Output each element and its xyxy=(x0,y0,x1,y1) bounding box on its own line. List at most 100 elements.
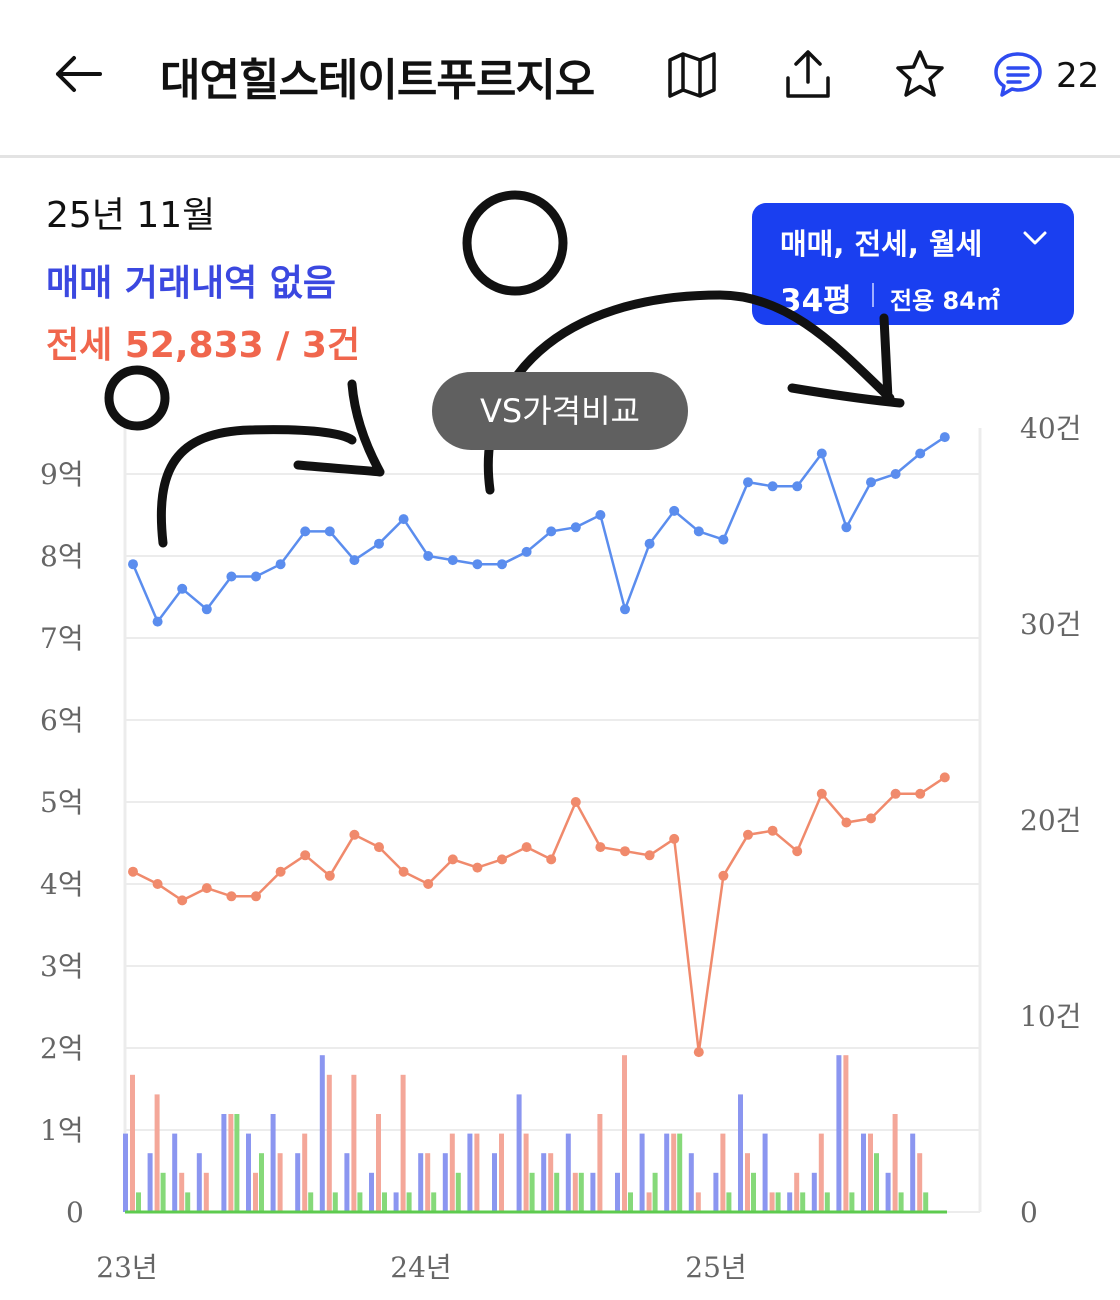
star-icon[interactable] xyxy=(894,48,946,100)
area-label: 전용 84㎡ xyxy=(890,287,1000,315)
data-point xyxy=(128,559,138,570)
trade-types-label: 매매, 전세, 월세 xyxy=(780,227,983,261)
data-point xyxy=(447,854,458,865)
volume-bar xyxy=(523,1133,529,1212)
data-point xyxy=(128,866,138,877)
volume-bar xyxy=(892,1114,898,1212)
y2-tick-label: 10건 xyxy=(1020,1000,1081,1033)
volume-bar xyxy=(751,1172,756,1212)
volume-bar xyxy=(818,1133,824,1212)
x-tick-label: 24년 xyxy=(390,1251,451,1284)
data-point xyxy=(226,571,237,582)
volume-bar xyxy=(885,1172,891,1212)
volume-bar xyxy=(442,1153,448,1212)
volume-bar xyxy=(147,1153,153,1212)
data-point xyxy=(767,825,778,836)
volume-bar xyxy=(234,1114,240,1212)
data-point xyxy=(915,448,926,459)
volume-bar xyxy=(516,1094,522,1212)
comment-count: 22 xyxy=(1056,56,1100,96)
annotation-circle-2 xyxy=(462,190,568,296)
y-tick-label: 6억 xyxy=(40,704,84,737)
chart-axes: 0 1억 2억 3억 4억 5억 6억 7억 8억 9억 0 10건 20건 30건 40건 23년 24년 25… xyxy=(40,412,1081,1284)
map-icon[interactable] xyxy=(666,48,718,100)
annotation-arrow-1 xyxy=(156,379,385,548)
volume-bar xyxy=(800,1192,806,1212)
volume-bar xyxy=(762,1133,768,1212)
volume-bar xyxy=(319,1055,325,1212)
volume-bar xyxy=(565,1133,571,1212)
volume-bar xyxy=(136,1192,141,1212)
volume-bar xyxy=(695,1192,701,1212)
data-point xyxy=(718,870,729,881)
volume-bars xyxy=(123,1055,947,1214)
data-point xyxy=(201,883,212,894)
data-point xyxy=(251,891,261,902)
data-point xyxy=(915,788,926,799)
volume-bar xyxy=(455,1172,461,1212)
data-point xyxy=(472,862,483,873)
data-point xyxy=(349,829,360,840)
y-tick-label: 2억 xyxy=(40,1032,84,1065)
share-icon[interactable] xyxy=(782,48,834,100)
data-point xyxy=(644,850,655,861)
volume-bar xyxy=(123,1133,128,1212)
volume-bar xyxy=(615,1172,620,1212)
trade-filter-button[interactable]: 매매, 전세, 월세 34평 전용 84㎡ xyxy=(752,203,1074,325)
volume-bar xyxy=(431,1192,437,1212)
arrow-left-icon[interactable] xyxy=(52,48,104,100)
volume-bar xyxy=(923,1192,929,1212)
data-point xyxy=(423,551,434,561)
volume-bar xyxy=(622,1055,627,1212)
volume-bar xyxy=(671,1133,677,1212)
data-point xyxy=(743,829,753,840)
data-point xyxy=(374,538,384,549)
volume-bar xyxy=(369,1172,374,1212)
data-point xyxy=(939,432,950,443)
volume-bar xyxy=(597,1114,603,1212)
data-point xyxy=(201,604,212,615)
y-tick-label: 1억 xyxy=(40,1114,84,1147)
volume-bar xyxy=(849,1192,855,1212)
y2-tick-label: 40건 xyxy=(1020,412,1081,445)
annotation-circle-1 xyxy=(104,365,170,431)
data-point xyxy=(866,813,876,824)
volume-bar xyxy=(246,1133,251,1212)
data-point xyxy=(521,546,532,557)
volume-bar xyxy=(775,1192,781,1212)
y-tick-label: 4억 xyxy=(40,868,84,901)
data-point xyxy=(890,788,901,799)
data-point xyxy=(497,854,507,865)
volume-bar xyxy=(843,1055,849,1212)
data-point xyxy=(447,555,458,566)
data-point xyxy=(497,559,507,570)
data-point xyxy=(374,842,384,853)
volume-bar xyxy=(720,1133,726,1212)
y-tick-label: 0 xyxy=(66,1196,84,1229)
data-point xyxy=(718,534,729,545)
volume-bar xyxy=(449,1133,455,1212)
comment-icon[interactable] xyxy=(992,48,1044,100)
volume-bar xyxy=(351,1074,357,1212)
volume-bar xyxy=(357,1192,363,1212)
y-tick-label: 9억 xyxy=(40,458,84,491)
volume-bar xyxy=(917,1153,923,1212)
data-point xyxy=(472,559,483,570)
chevron-down-icon xyxy=(1023,231,1047,245)
y-tick-label: 8억 xyxy=(40,540,84,573)
data-point xyxy=(841,817,852,828)
data-point xyxy=(792,481,803,492)
vs-compare-button[interactable]: VS가격비교 xyxy=(432,372,688,450)
volume-bar xyxy=(787,1192,793,1212)
handwritten-annotations: ① ② xyxy=(104,190,905,548)
data-point xyxy=(570,797,581,807)
data-point xyxy=(423,879,434,889)
volume-bar xyxy=(172,1133,178,1212)
volume-bar xyxy=(874,1153,879,1212)
data-point xyxy=(275,866,286,877)
volume-bar xyxy=(160,1172,166,1212)
data-point xyxy=(251,571,261,582)
price-lines xyxy=(128,432,950,1058)
data-point xyxy=(300,526,311,537)
